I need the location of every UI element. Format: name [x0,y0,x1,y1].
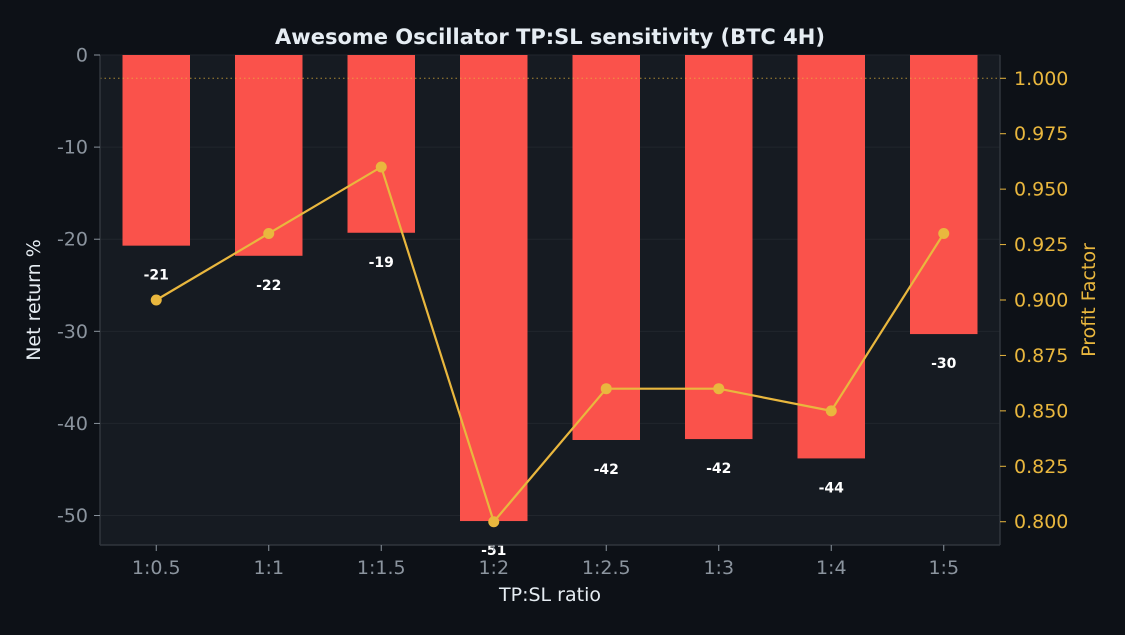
y-tick-label: -50 [57,505,88,527]
bar [460,55,528,522]
y2-tick-label: 0.850 [1014,400,1068,422]
x-tick-label: 1:4 [816,557,847,579]
bar-series [122,55,978,522]
bar [347,55,415,233]
series-line [155,165,945,524]
data-label: -30 [931,356,957,372]
bar [685,55,753,440]
y2-tick-label: 1.000 [1014,68,1068,90]
data-label: -19 [369,255,394,271]
data-point [150,294,162,306]
y2-tick-label: 0.825 [1014,456,1068,478]
data-label: -42 [706,461,731,477]
bar-data-labels: -21 -22 -19 -51 -42 -42 -44 -30 [144,255,957,559]
bar [122,55,190,246]
y2-tick-label: 0.875 [1014,345,1068,367]
x-tick-label: 1:3 [703,557,734,579]
data-label: -44 [819,480,845,496]
data-point [488,516,500,528]
bar [797,55,865,459]
x-axis-label: TP:SL ratio [498,584,601,606]
data-point [263,227,275,239]
x-tick-label: 1:0.5 [132,557,181,579]
right-y-axis-label: Profit Factor [1078,243,1100,357]
left-y-axis-label: Net return % [23,239,45,361]
bar [572,55,640,440]
x-tick-label: 1:1 [253,557,284,579]
data-point [375,161,387,173]
y-tick-label: 0 [76,45,88,67]
y-tick-label: -40 [57,413,88,435]
data-label: -21 [144,268,169,284]
y2-tick-label: 0.975 [1014,123,1068,145]
data-label: -22 [256,278,281,294]
y2-tick-label: 0.925 [1014,234,1068,256]
y-tick-label: -10 [57,137,88,159]
x-tick-label: 1:2 [478,557,509,579]
y-tick-label: -20 [57,229,88,251]
right-y-axis: 0.800 0.825 0.850 0.875 0.900 0.925 0.950 0.975… [1000,68,1068,533]
data-label: -51 [481,543,506,559]
x-tick-label: 1:2.5 [582,557,631,579]
data-label: -42 [594,462,619,478]
data-point [713,383,725,395]
x-axis: 1:0.5 1:1 1:1.5 1:2 1:2.5 1:3 1:4 1:5 [132,545,959,579]
chart-title: Awesome Oscillator TP:SL sensitivity (BT… [275,25,825,49]
data-point [938,227,950,239]
data-point [825,405,837,417]
y-tick-label: -30 [57,321,88,343]
y2-tick-label: 0.800 [1014,511,1068,533]
x-tick-label: 1:1.5 [357,557,406,579]
y2-tick-label: 0.900 [1014,290,1068,312]
profit-factor-series [150,161,950,528]
left-y-axis: 0 -10 -20 -30 -40 -50 [57,45,100,527]
data-point [600,383,612,395]
y2-tick-label: 0.950 [1014,179,1068,201]
x-tick-label: 1:5 [928,557,959,579]
bar [910,55,978,335]
bar [235,55,303,256]
